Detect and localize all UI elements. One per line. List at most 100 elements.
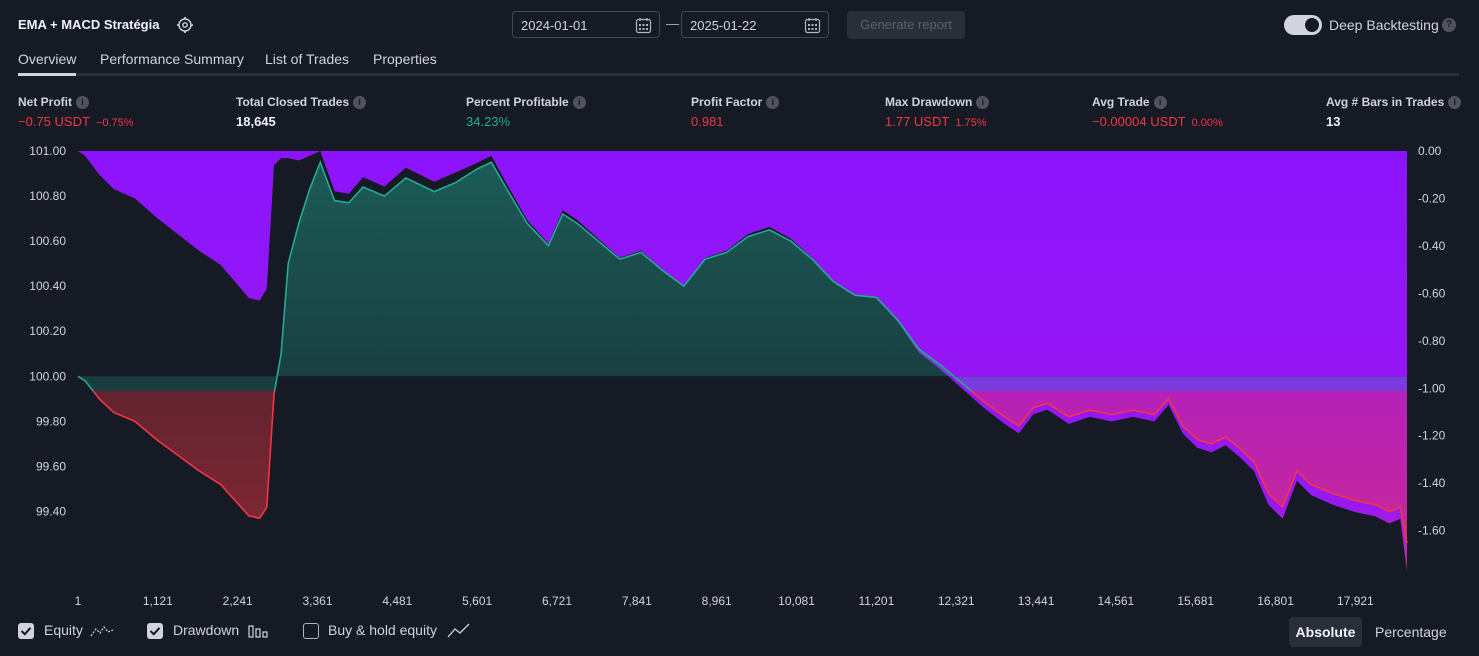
x-tick-label: 8,961	[702, 594, 732, 608]
equity-y-tick-label: 99.60	[36, 459, 66, 473]
calendar-icon[interactable]	[635, 17, 652, 34]
metric-label: Total Closed Trades	[236, 95, 350, 109]
help-icon[interactable]: i	[76, 96, 89, 110]
metric-label: Avg Trade	[1092, 95, 1150, 109]
metric-label: Net Profit	[18, 95, 72, 109]
help-icon[interactable]: i	[353, 96, 367, 110]
equity-y-tick-label: 100.40	[29, 279, 66, 293]
help-icon[interactable]: i	[976, 96, 990, 110]
metric-sub-value: −0.75%	[95, 117, 134, 130]
toggle-knob	[1305, 18, 1319, 32]
help-icon[interactable]: i	[766, 96, 780, 110]
x-tick-label: 3,361	[302, 594, 332, 608]
metric-avg-bars-in-trades: Avg # Bars in Trades i 13	[1326, 95, 1462, 130]
metric-value: −0.75 USDT	[18, 114, 90, 130]
buy-hold-checkbox[interactable]	[303, 623, 319, 639]
equity-series	[77, 160, 1408, 544]
settings-gear-icon[interactable]	[176, 16, 194, 34]
equity-line-above	[77, 160, 973, 391]
deep-backtesting-toggle[interactable]	[1284, 15, 1322, 35]
date-range-separator: —	[666, 16, 679, 31]
tab-performance-summary[interactable]: Performance Summary	[100, 51, 244, 67]
end-date-input[interactable]: 2025-01-22	[681, 11, 829, 38]
equity-y-tick-label: 99.80	[36, 414, 66, 428]
metric-value: 18,645	[236, 114, 276, 130]
equity-y-tick-label: 100.80	[29, 189, 66, 203]
buy-hold-legend-label[interactable]: Buy & hold equity	[328, 622, 437, 638]
metric-value: 1.77 USDT	[885, 114, 950, 130]
equity-y-tick-label: 99.40	[36, 504, 66, 518]
metric-profit-factor: Profit Factor i 0.981	[691, 95, 780, 130]
metric-sub-value: 1.75%	[955, 117, 987, 130]
drawdown-y-tick-label: 0.00	[1418, 144, 1442, 158]
drawdown-area	[78, 151, 1407, 571]
drawdown-y-tick-label: -0.60	[1418, 286, 1446, 300]
help-icon[interactable]: ?	[1442, 18, 1456, 32]
x-tick-label: 16,801	[1257, 594, 1294, 608]
start-date-input[interactable]: 2024-01-01	[512, 11, 660, 38]
x-tick-label: 2,241	[223, 594, 253, 608]
equity-area-below-baseline	[93, 391, 1407, 543]
metric-percent-profitable: Percent Profitable i 34.23%	[466, 95, 586, 129]
x-tick-label: 12,321	[938, 594, 975, 608]
x-tick-label: 17,921	[1337, 594, 1374, 608]
chart-axes: 101.00 100.80 100.60 100.40 100.20 100.00 99.8…	[29, 144, 1445, 608]
drawdown-checkbox[interactable]	[147, 623, 163, 639]
metric-label: Max Drawdown	[885, 95, 973, 109]
equity-line-below	[92, 391, 1408, 544]
equity-checkbox[interactable]	[18, 623, 34, 639]
equity-drawdown-chart[interactable]: 101.00 100.80 100.60 100.40 100.20 100.00 99.8…	[0, 140, 1479, 610]
metric-avg-trade: Avg Trade i −0.00004 USDT 0.00%	[1092, 95, 1223, 129]
x-tick-label: 1	[75, 594, 82, 608]
drawdown-y-tick-label: -1.20	[1418, 429, 1446, 443]
help-icon[interactable]: i	[572, 96, 586, 110]
deep-backtesting-label: Deep Backtesting	[1329, 17, 1439, 33]
buy-hold-line-icon	[447, 623, 470, 638]
tab-overview[interactable]: Overview	[18, 51, 77, 67]
metric-label: Profit Factor	[691, 95, 763, 109]
x-tick-label: 6,721	[542, 594, 572, 608]
start-date-value: 2024-01-01	[521, 18, 588, 33]
x-tick-label: 10,081	[778, 594, 815, 608]
equity-y-tick-label: 100.60	[29, 234, 66, 248]
report-toolbar: EMA + MACD Stratégia 2024-01-01 — 2025-0…	[0, 0, 1479, 50]
active-tab-indicator	[18, 73, 76, 76]
metric-value: 13	[1326, 114, 1341, 130]
x-tick-label: 11,201	[858, 594, 894, 608]
drawdown-y-tick-label: -0.20	[1418, 191, 1446, 205]
percentage-mode-button[interactable]: Percentage	[1375, 624, 1447, 640]
absolute-mode-button[interactable]: Absolute	[1289, 617, 1362, 647]
metric-max-drawdown: Max Drawdown i 1.77 USDT 1.75%	[885, 95, 990, 130]
equity-legend-label[interactable]: Equity	[44, 622, 83, 638]
drawdown-y-tick-label: -0.80	[1418, 334, 1446, 348]
x-tick-label: 15,681	[1177, 594, 1214, 608]
metric-value: −0.00004 USDT	[1092, 114, 1186, 130]
equity-line-icon	[90, 625, 114, 637]
drawdown-y-tick-label: -0.40	[1418, 239, 1446, 253]
strategy-title: EMA + MACD Stratégia	[18, 17, 160, 32]
calendar-icon[interactable]	[804, 17, 821, 34]
x-tick-label: 7,841	[622, 594, 652, 608]
metric-label: Avg # Bars in Trades	[1326, 95, 1445, 109]
generate-report-button[interactable]: Generate report	[847, 11, 965, 39]
tab-list-of-trades[interactable]: List of Trades	[265, 51, 350, 67]
equity-y-tick-label: 101.00	[29, 144, 66, 158]
checkmark-icon	[149, 627, 161, 636]
drawdown-series	[78, 151, 1407, 571]
metric-value: 0.981	[691, 114, 724, 130]
equity-y-tick-label: 100.20	[29, 324, 66, 338]
x-tick-label: 14,561	[1098, 594, 1135, 608]
metric-value: 34.23%	[466, 114, 511, 130]
x-tick-label: 4,481	[382, 594, 412, 608]
help-icon[interactable]: i	[1448, 96, 1462, 110]
metric-net-profit: Net Profit i −0.75 USDT −0.75%	[18, 95, 134, 129]
equity-area-above-baseline	[78, 162, 1407, 391]
tab-properties[interactable]: Properties	[373, 51, 437, 67]
checkmark-icon	[20, 627, 32, 636]
drawdown-y-tick-label: -1.40	[1418, 476, 1446, 490]
drawdown-legend-label[interactable]: Drawdown	[173, 622, 240, 638]
end-date-value: 2025-01-22	[690, 18, 757, 33]
metric-label: Percent Profitable	[466, 95, 569, 109]
help-icon[interactable]: i	[1153, 96, 1167, 110]
x-tick-label: 1,121	[143, 594, 173, 608]
